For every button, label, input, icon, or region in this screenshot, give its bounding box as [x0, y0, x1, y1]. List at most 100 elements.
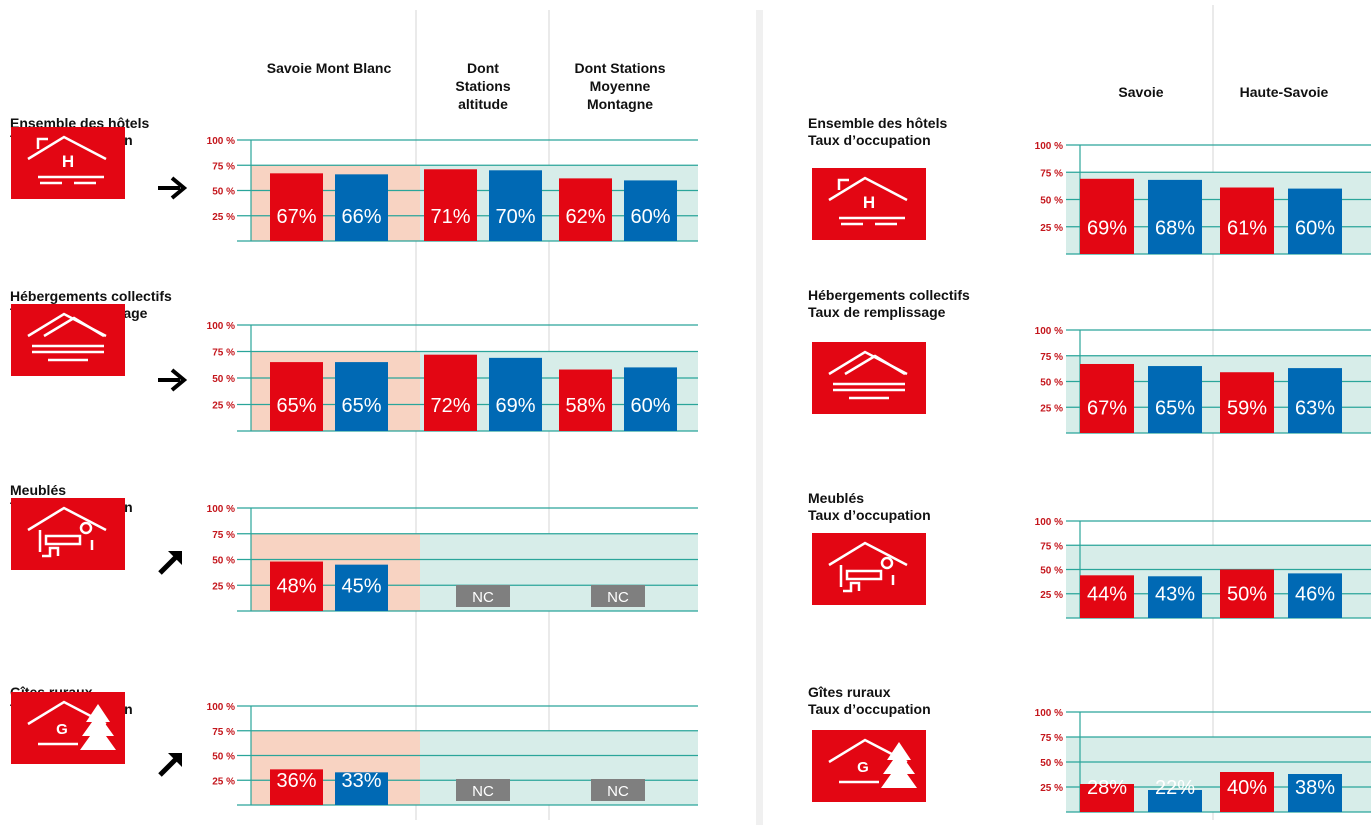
arrow-head	[170, 176, 188, 200]
nc-label: NC	[472, 783, 494, 800]
y-tick-label: 25 %	[212, 776, 235, 787]
y-tick-label: 100 %	[1035, 708, 1063, 719]
y-tick-label: 50 %	[212, 556, 235, 567]
bar-2023	[1080, 363, 1134, 433]
y-tick-label: 50 %	[1040, 758, 1063, 769]
panel-title: Hébergements collectifs	[10, 288, 172, 304]
y-tick-label: 100 %	[1035, 141, 1063, 152]
bar-value-label: 33%	[341, 770, 381, 792]
arrow-head	[168, 551, 182, 565]
table	[44, 534, 82, 546]
chair	[843, 581, 861, 593]
y-tick-label: 100 %	[207, 136, 235, 147]
nc-label: NC	[607, 589, 629, 606]
panel-subtitle: Taux d’occupation	[808, 132, 931, 148]
chart-panel: 100 % 75 % 50 % 25 % 67% 65% 59% 63% Hébergement…	[808, 287, 1371, 434]
section-separator	[756, 10, 763, 825]
collective-lodging-icon-glyph	[27, 312, 107, 362]
table	[845, 569, 883, 581]
y-tick-label: 25 %	[1040, 590, 1063, 601]
bar-value-label: 67%	[1087, 397, 1127, 419]
bar-value-label: 69%	[495, 395, 535, 417]
nc-box	[456, 779, 510, 801]
collective-lodging-icon	[11, 304, 125, 376]
panel-title: Gîtes ruraux	[808, 684, 891, 700]
bar-value-label: 63%	[1295, 397, 1335, 419]
lamp	[880, 556, 894, 570]
bar-value-label: 50%	[1227, 584, 1267, 606]
bar-2023	[270, 362, 323, 431]
bar-2023	[1080, 784, 1134, 812]
bar-value-label: 72%	[430, 395, 470, 417]
arrow-up-right-icon	[158, 551, 182, 575]
roof-shape	[828, 541, 908, 567]
bar-value-label: 48%	[276, 575, 316, 597]
column-header-line: Moyenne	[590, 78, 651, 94]
nc-box	[591, 779, 645, 801]
chart-panel: 100 %75 %50 %25 %36%33%NCNCGîtes rurauxT…	[10, 684, 698, 806]
y-tick-label: 25 %	[212, 212, 235, 223]
y-tick-label: 25 %	[212, 401, 235, 412]
bar-2024	[1288, 573, 1342, 618]
bar-2024	[1148, 576, 1202, 618]
column-header: Savoie	[1118, 84, 1163, 100]
bar-value-label: 40%	[1227, 777, 1267, 799]
bar-value-label: 67%	[276, 206, 316, 228]
chart-panel: 100 %75 %50 %25 %48%45%NCNCMeublésTaux d…	[10, 482, 698, 612]
bar-value-label: 69%	[1087, 217, 1127, 239]
bar-2023	[1220, 772, 1274, 812]
column-header: Savoie Mont Blanc	[267, 60, 392, 76]
chart-panel: 100 % 75 % 50 % 25 % 44% 43% 50% 46% MeublésTaux…	[808, 490, 1371, 619]
arrow-right-icon	[158, 176, 188, 200]
nc-label: NC	[607, 783, 629, 800]
bar-2024	[1288, 368, 1342, 433]
arrow-head	[170, 368, 188, 392]
bar-value-label: 60%	[1295, 217, 1335, 239]
hotel-letter: H	[62, 152, 74, 171]
roof-shape	[27, 506, 107, 532]
collective-lodging-icon-glyph	[828, 350, 908, 400]
lamp	[79, 521, 93, 535]
bar-2023	[424, 169, 477, 241]
chart-panel: 100 % 75 % 50 % 25 % 69% 68% 61% 60% Ensemble de…	[808, 115, 1371, 255]
hotel-letter: H	[863, 193, 875, 212]
y-tick-label: 75 %	[212, 348, 235, 359]
y-tick-label: 100 %	[1035, 517, 1063, 528]
bar-value-label: 65%	[276, 395, 316, 417]
y-tick-label: 100 %	[1035, 326, 1063, 337]
panel-title: Ensemble des hôtels	[808, 115, 947, 131]
bar-value-label: 43%	[1155, 584, 1195, 606]
chart-panel: 100 % 75 % 50 % 25 % 28% 22% 40% 38% Gîtes rurau…	[808, 684, 1371, 813]
chimney	[837, 178, 849, 190]
y-tick-label: 50 %	[1040, 566, 1063, 577]
bar-2024	[335, 174, 388, 241]
column-header: Dont Stations Moyenne Montagne	[575, 60, 666, 112]
y-tick-label: 75 %	[1040, 352, 1063, 363]
nc-box	[456, 585, 510, 607]
furnished-rental-icon	[812, 533, 926, 605]
bar-2023	[1080, 178, 1134, 254]
bar-value-label: 62%	[565, 206, 605, 228]
bar-2023	[270, 561, 323, 611]
roof-shape	[27, 135, 107, 161]
y-tick-label: 75 %	[212, 161, 235, 172]
bar-value-label: 58%	[565, 395, 605, 417]
chart-panels: 100 % 75 % 50 % 25 % 67% 66% 71% 70% 62% 60% Ensem…	[10, 115, 1371, 813]
y-tick-label: 50 %	[1040, 378, 1063, 389]
bar-value-label: 68%	[1155, 217, 1195, 239]
panel-title: Meublés	[808, 490, 864, 506]
bar-value-label: 60%	[630, 206, 670, 228]
column-header-line: Dont	[467, 60, 499, 76]
column-header-line: Savoie	[1118, 84, 1163, 100]
bar-value-label: 44%	[1087, 584, 1127, 606]
y-tick-label: 50 %	[212, 374, 235, 385]
column-header-line: Montagne	[587, 96, 653, 112]
bar-2024	[1288, 774, 1342, 812]
y-tick-label: 75 %	[1040, 541, 1063, 552]
nc-label: NC	[472, 589, 494, 606]
panel-title: Hébergements collectifs	[808, 287, 970, 303]
bar-2024	[489, 357, 542, 431]
bar-2024	[1288, 188, 1342, 254]
panel-subtitle: Taux d’occupation	[808, 507, 931, 523]
